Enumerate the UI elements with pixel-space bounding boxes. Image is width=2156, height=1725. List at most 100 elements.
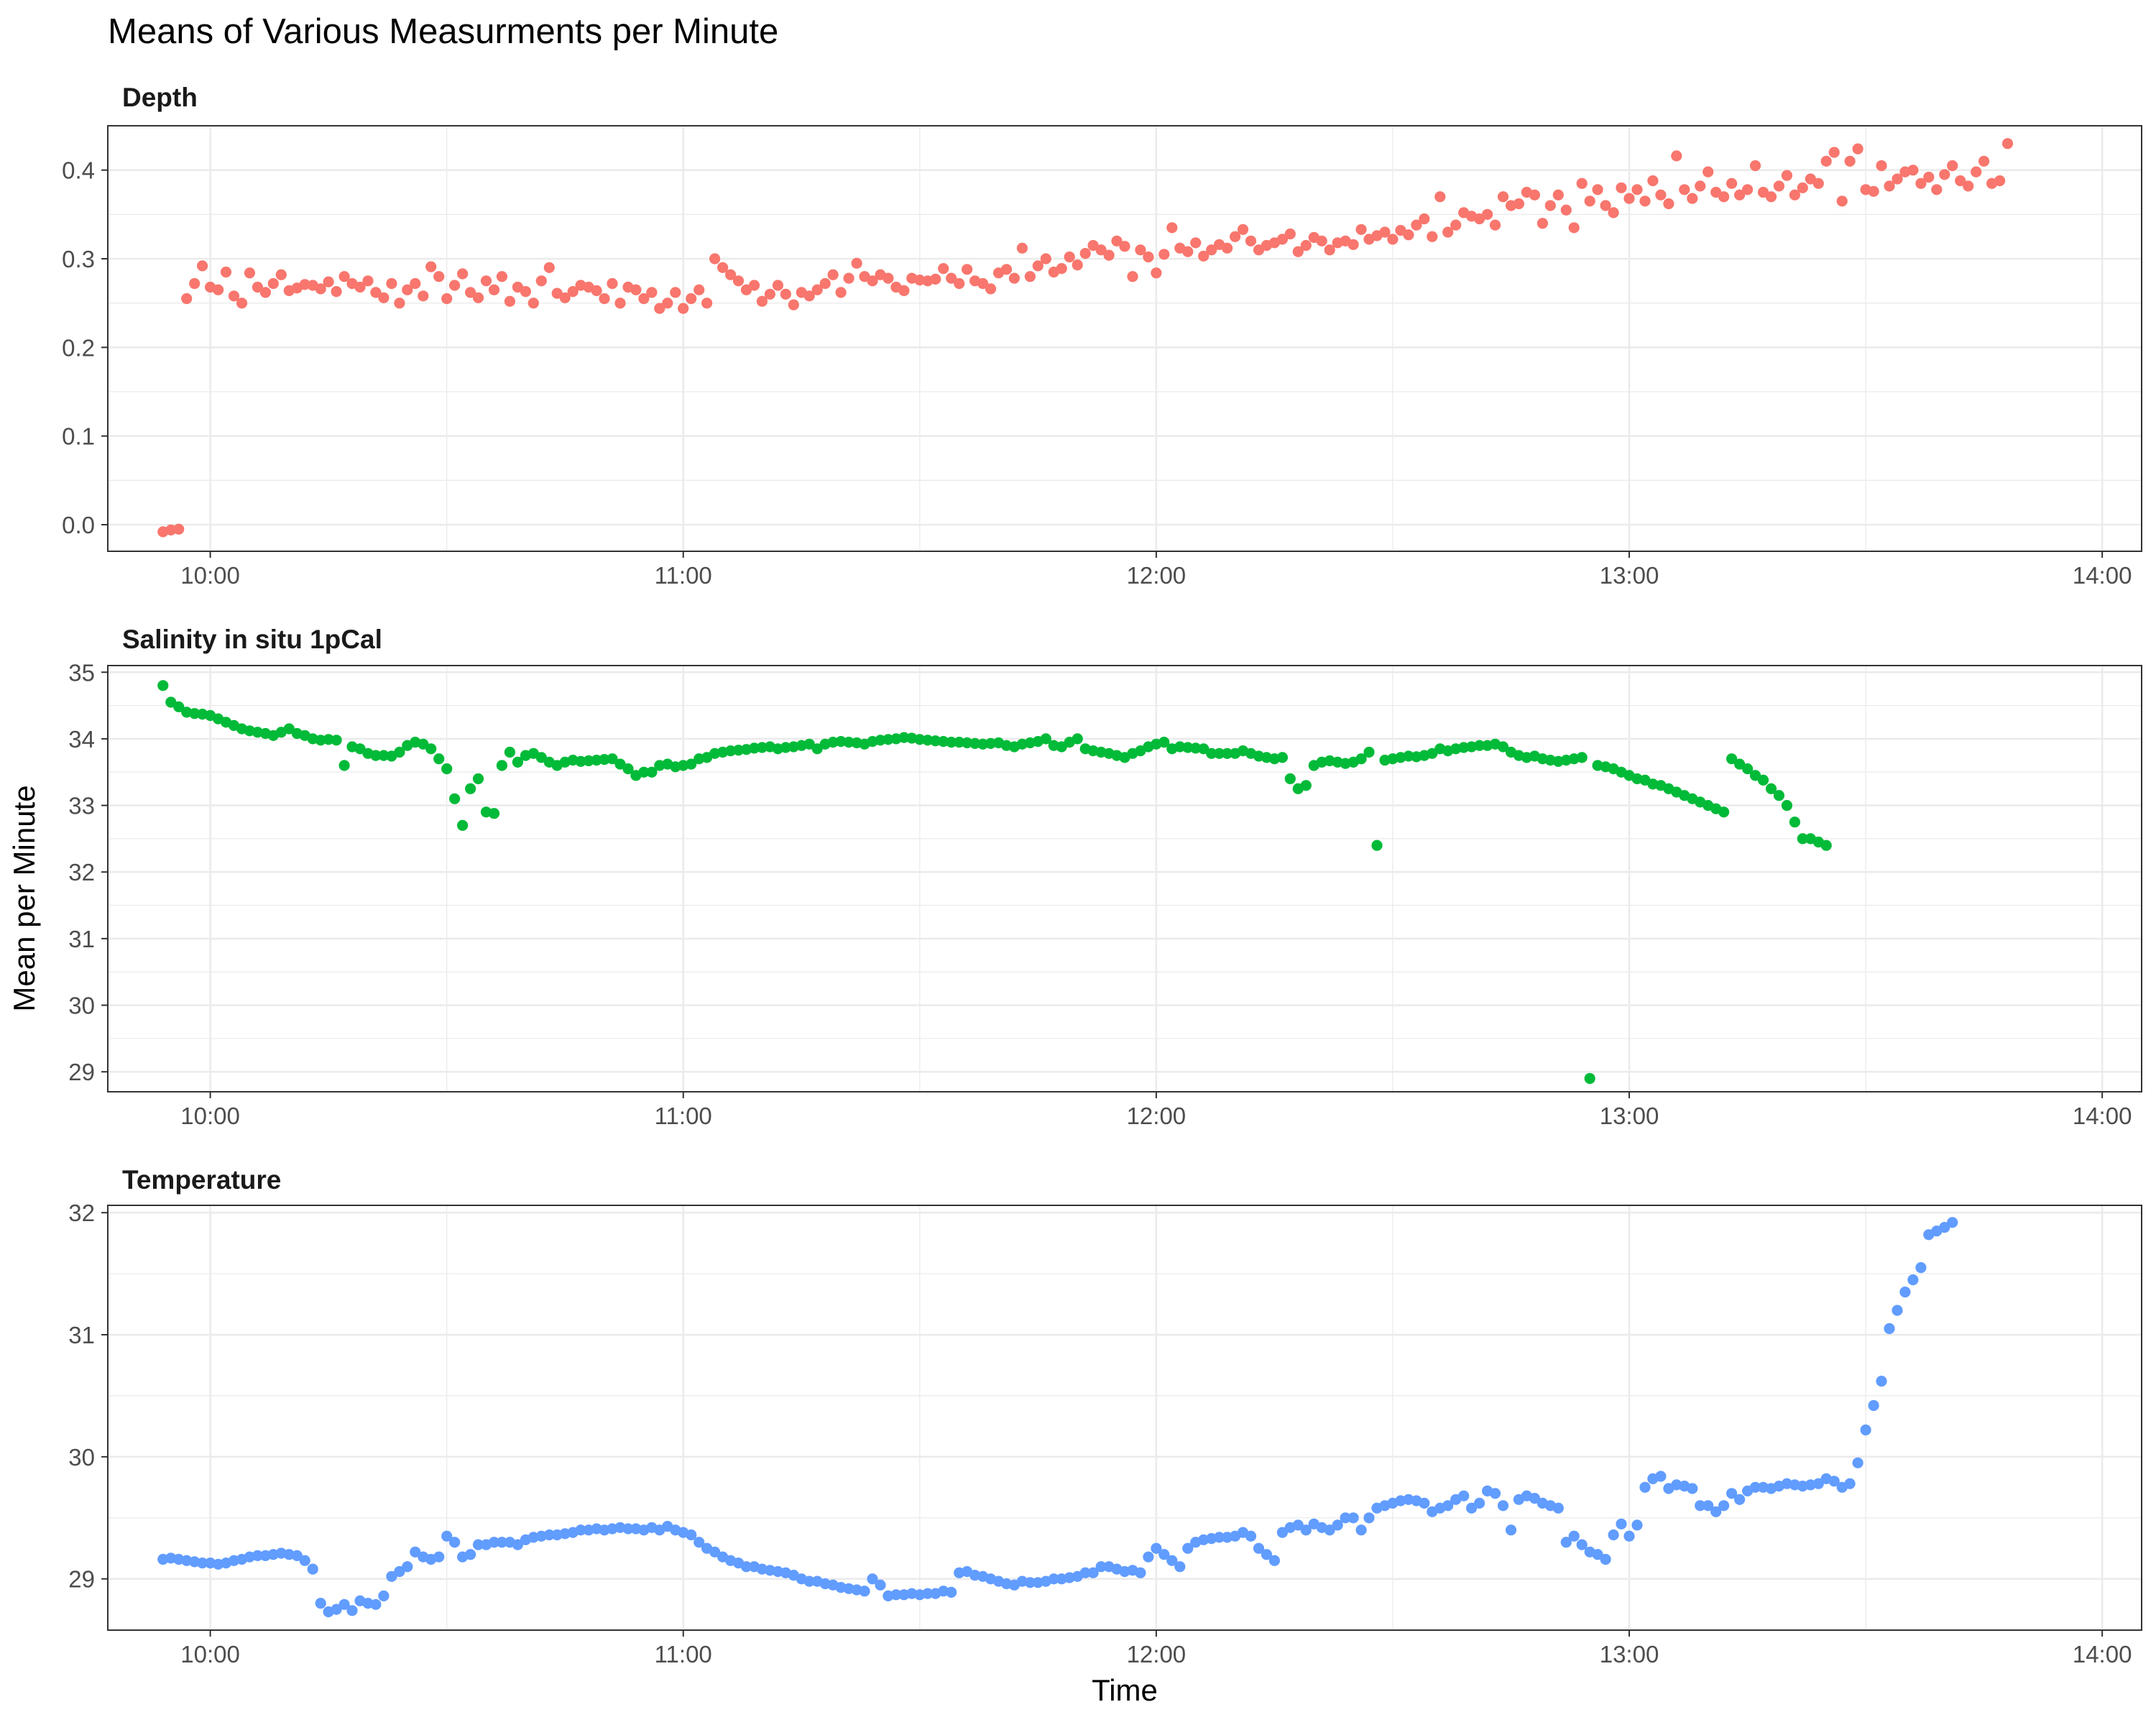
depth-point (1411, 219, 1422, 231)
x-tick-label: 10:00 (180, 562, 240, 589)
salinity-point (425, 743, 437, 755)
depth-point (1884, 180, 1895, 192)
temperature-point (1812, 1478, 1824, 1489)
depth-point (1616, 182, 1627, 193)
depth-point (938, 263, 949, 275)
temperature-point (1135, 1567, 1146, 1578)
depth-point (189, 277, 201, 290)
temperature-point (307, 1563, 318, 1575)
depth-point (244, 267, 255, 279)
temperature-point (496, 1537, 508, 1548)
temperature-point (803, 1576, 815, 1587)
temperature-point (1245, 1530, 1257, 1542)
salinity-point (1497, 741, 1509, 753)
temperature-point (1623, 1530, 1635, 1542)
depth-point (772, 280, 783, 291)
temperature-panel: Temperature 29 30 31 32 10:00 11:00 12:00 13:00… (68, 1165, 2142, 1668)
depth-point (1182, 246, 1194, 257)
depth-point (1781, 170, 1792, 181)
temperature-point (686, 1529, 697, 1541)
temperature-point (346, 1605, 358, 1616)
depth-point (441, 293, 453, 305)
salinity-point (433, 753, 445, 765)
y-tick-label: 31 (68, 1322, 95, 1348)
temperature-point (1718, 1500, 1730, 1512)
temperature-point (1024, 1577, 1036, 1588)
depth-point (496, 271, 508, 282)
depth-point (1230, 231, 1241, 242)
temperature-point (1608, 1529, 1619, 1541)
salinity-point (1773, 790, 1784, 801)
temperature-point (922, 1588, 934, 1599)
depth-point (1679, 184, 1690, 196)
temperature-axis-ticks: 29 30 31 32 10:00 11:00 12:00 13:00 14:00 (68, 1200, 2132, 1668)
salinity-panel: Salinity in situ 1pCal 29 30 31 32 33 34 35 10:… (68, 625, 2142, 1129)
salinity-point (1742, 763, 1754, 775)
salinity-point (780, 742, 791, 753)
depth-point (1552, 189, 1564, 201)
depth-point (725, 269, 737, 280)
salinity-point (591, 755, 602, 766)
depth-point (1971, 166, 1982, 178)
depth-point (480, 275, 492, 287)
depth-point (299, 279, 310, 290)
depth-point (315, 283, 326, 295)
depth-point (1789, 189, 1800, 201)
y-tick-label: 32 (68, 1200, 95, 1226)
salinity-point (1749, 770, 1761, 781)
temperature-point (433, 1551, 445, 1563)
temperature-point (867, 1573, 878, 1585)
temperature-point (1947, 1217, 1958, 1228)
depth-point (1016, 242, 1028, 254)
depth-point (1820, 155, 1832, 167)
temperature-point (1655, 1471, 1667, 1482)
depth-point (252, 281, 263, 293)
salinity-point (930, 735, 941, 747)
depth-point (1143, 251, 1154, 263)
salinity-point (1797, 833, 1808, 845)
depth-point (1024, 271, 1036, 282)
salinity-point (827, 737, 839, 748)
salinity-point (1726, 753, 1738, 765)
salinity-point (1284, 773, 1296, 785)
depth-point (591, 285, 602, 296)
depth-point (1151, 267, 1162, 279)
depth-point (1947, 160, 1958, 172)
salinity-point (756, 742, 768, 753)
depth-point (1222, 242, 1233, 254)
temperature-point (472, 1539, 484, 1550)
depth-point (1482, 208, 1493, 220)
depth-point (867, 275, 878, 287)
depth-point (543, 262, 555, 273)
temperature-point (1939, 1222, 1950, 1233)
temperature-point (1497, 1500, 1509, 1512)
temperature-point (1576, 1539, 1588, 1550)
salinity-point (315, 735, 326, 746)
depth-point (1773, 180, 1784, 192)
depth-point (275, 269, 287, 280)
depth-point (1639, 196, 1651, 207)
temperature-point (875, 1579, 886, 1591)
y-tick-label: 32 (68, 859, 95, 886)
depth-point (835, 287, 847, 298)
temperature-point (859, 1586, 870, 1597)
y-tick-label: 0.3 (62, 246, 95, 272)
depth-point (449, 280, 461, 291)
temperature-point (1419, 1497, 1430, 1509)
temperature-point (512, 1539, 524, 1550)
depth-point (1040, 253, 1051, 264)
depth-point (1939, 169, 1950, 180)
depth-point (1907, 165, 1919, 176)
depth-point (1355, 224, 1367, 235)
temperature-point (1332, 1519, 1343, 1531)
salinity-point (1757, 774, 1769, 786)
depth-point (1915, 178, 1927, 189)
temperature-point (1048, 1573, 1059, 1585)
depth-point (1812, 178, 1824, 189)
temperature-point (1151, 1542, 1162, 1554)
depth-point (1568, 222, 1580, 234)
depth-point (1592, 184, 1603, 196)
depth-point (457, 268, 469, 280)
depth-point (1931, 184, 1943, 196)
salinity-point (1214, 748, 1225, 759)
